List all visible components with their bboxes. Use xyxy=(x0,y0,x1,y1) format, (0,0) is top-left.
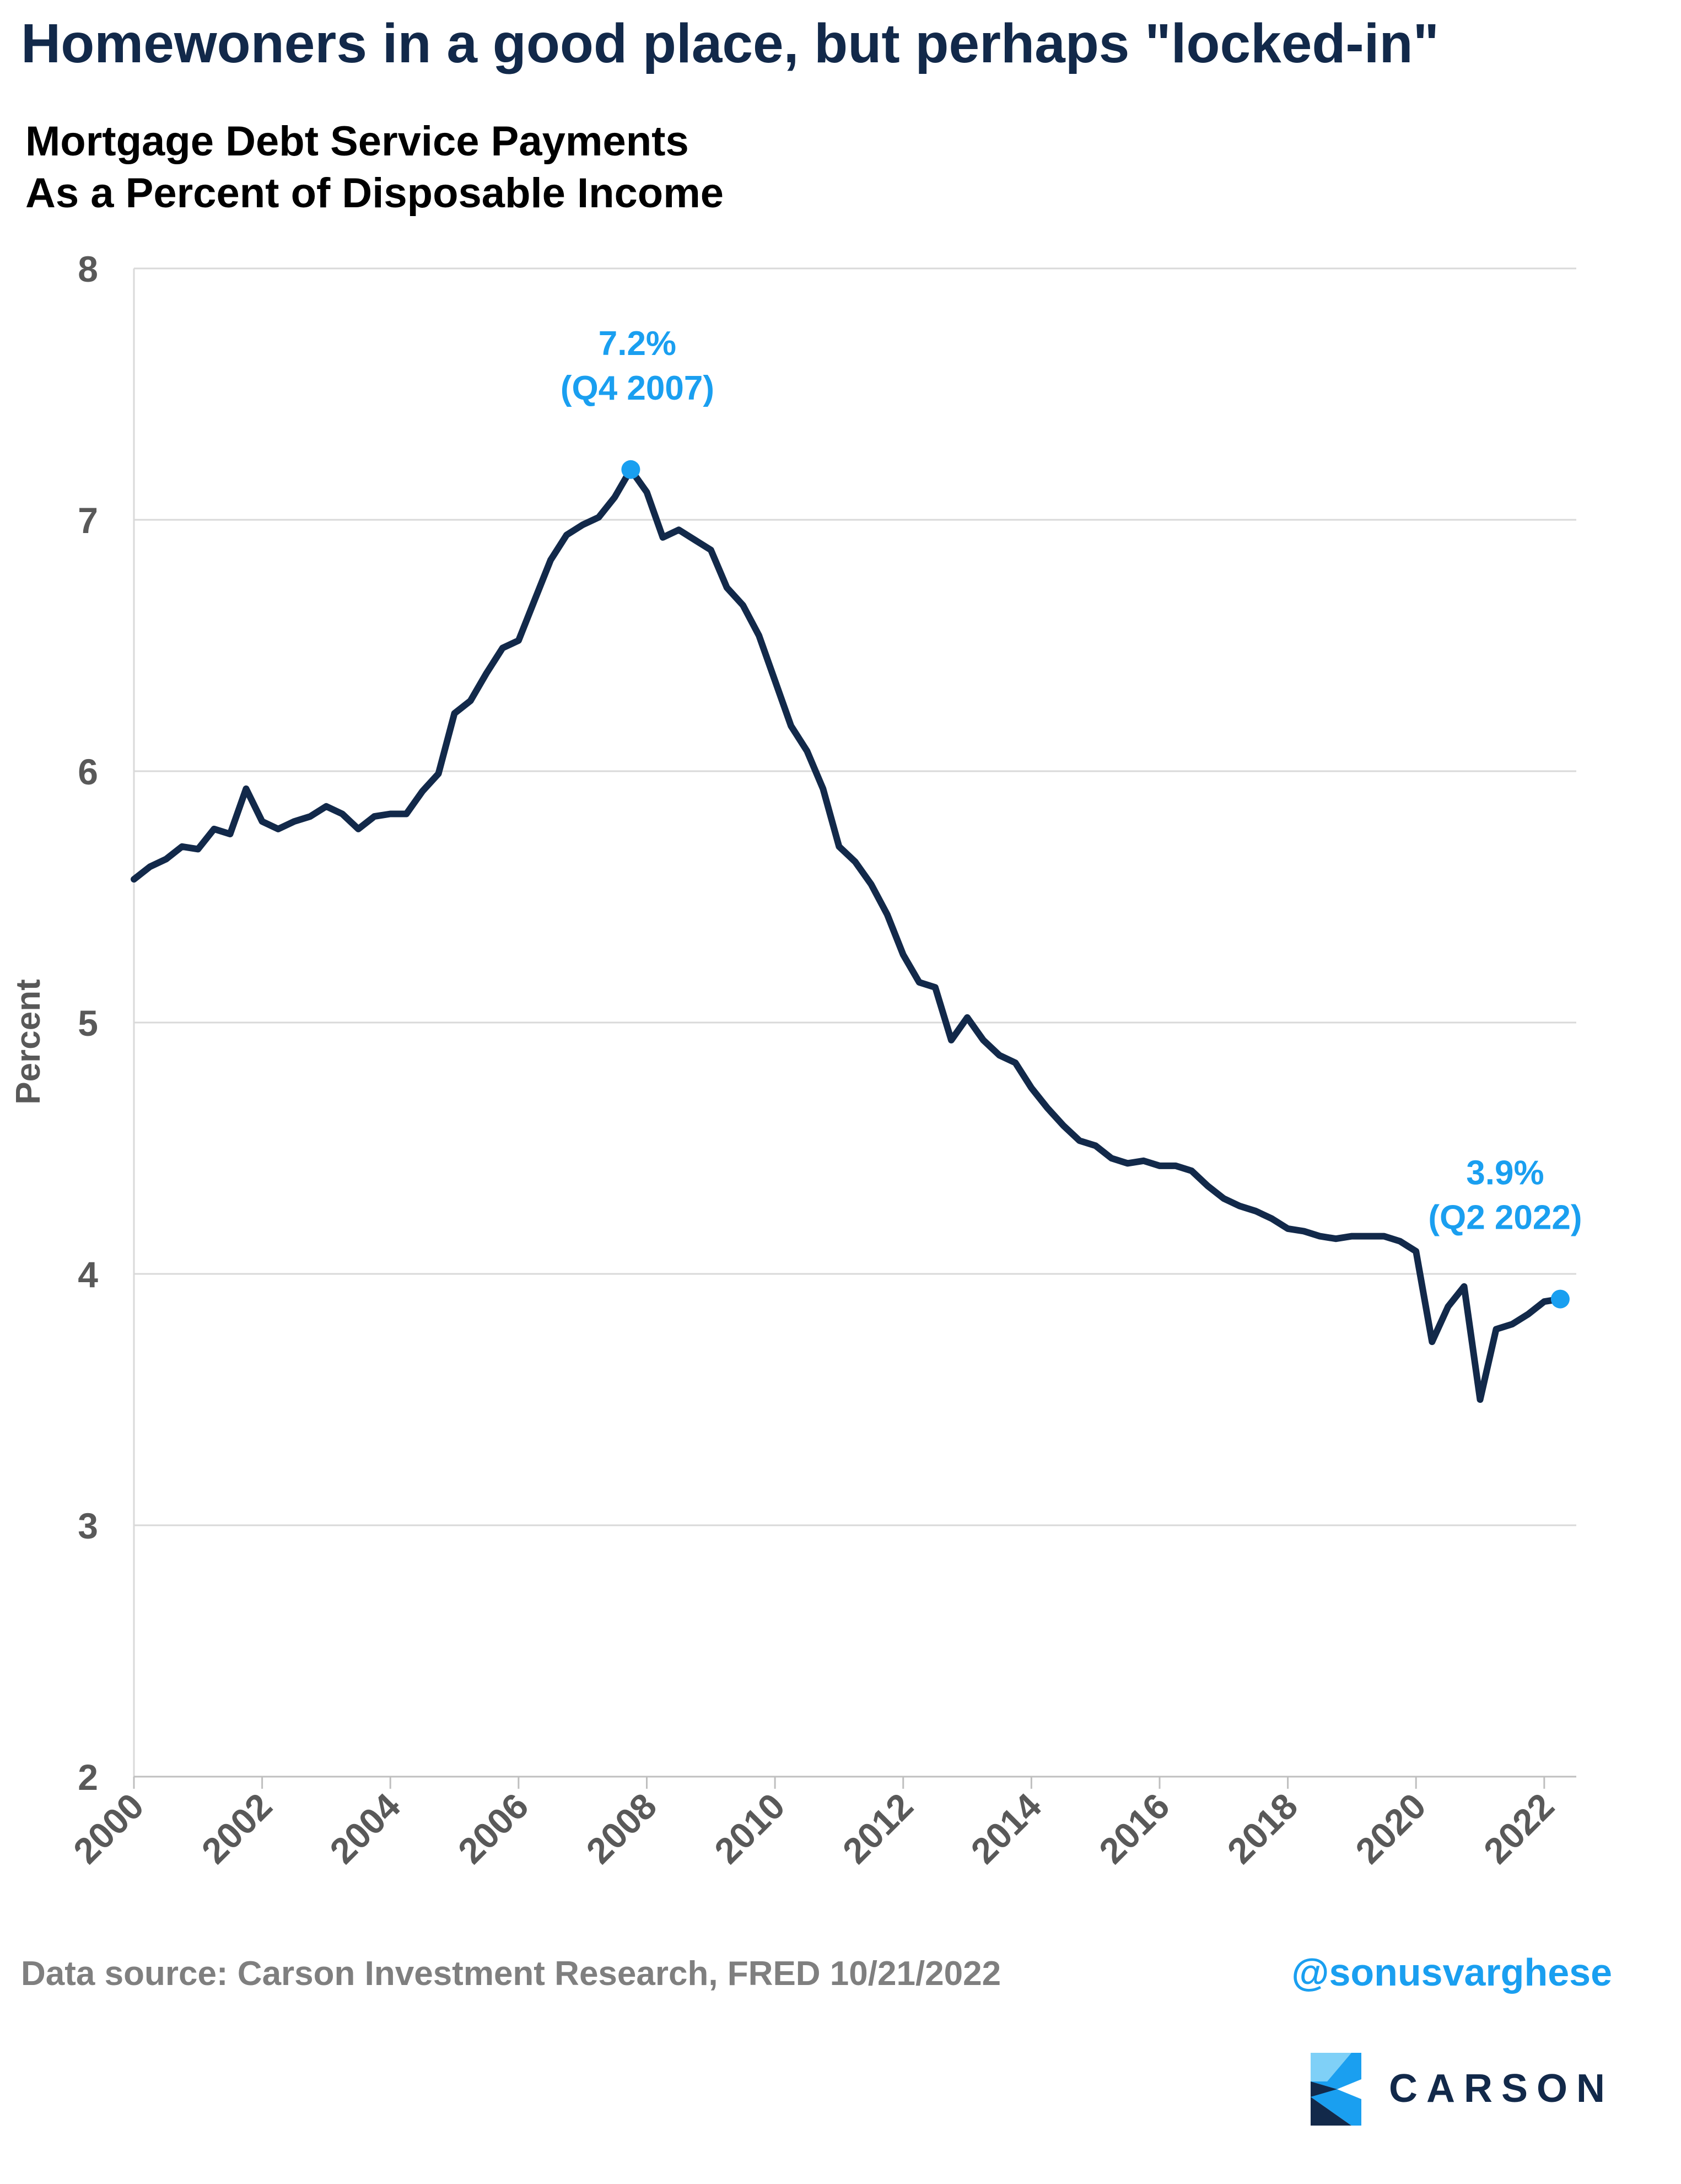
annotation-value: 3.9% xyxy=(1466,1154,1544,1192)
x-tick-label: 2016 xyxy=(1091,1785,1177,1871)
x-tick-label: 2004 xyxy=(322,1785,408,1871)
data-source-note: Data source: Carson Investment Research,… xyxy=(21,1955,1001,1993)
x-tick-label: 2012 xyxy=(834,1785,920,1871)
axes xyxy=(133,268,1576,1789)
brand-name: CARSON xyxy=(1389,2067,1614,2111)
y-tick-labels: 2 3 4 5 6 7 8 xyxy=(78,249,98,1798)
y-tick-label: 5 xyxy=(78,1003,98,1043)
carson-logo: CARSON xyxy=(1306,2051,1615,2128)
author-handle[interactable]: @sonusvarghese xyxy=(1291,1951,1612,1994)
series-lines xyxy=(131,466,1564,1403)
x-tick-label: 2002 xyxy=(193,1785,279,1871)
annotation-value: 7.2% xyxy=(599,325,676,363)
carson-logo-icon xyxy=(1311,2053,1361,2126)
x-tick-label: 2008 xyxy=(578,1785,664,1871)
x-tick-label: 2018 xyxy=(1219,1785,1305,1871)
y-tick-label: 6 xyxy=(78,751,98,792)
y-tick-label: 4 xyxy=(78,1254,98,1295)
annotation-period: (Q2 2022) xyxy=(1428,1199,1582,1237)
annotation-point xyxy=(621,460,640,479)
x-tick-label: 2022 xyxy=(1476,1785,1562,1871)
series-line xyxy=(131,466,1564,1403)
annotation-period: (Q4 2007) xyxy=(561,369,714,407)
y-tick-label: 8 xyxy=(78,249,98,289)
page-title: Homewoners in a good place, but perhaps … xyxy=(21,13,1439,74)
x-tick-label: 2020 xyxy=(1348,1785,1434,1871)
annotation-point xyxy=(1550,1289,1570,1309)
y-tick-label: 2 xyxy=(78,1757,98,1798)
chart-subtitle: As a Percent of Disposable Income xyxy=(25,170,724,217)
y-tick-label: 3 xyxy=(78,1505,98,1546)
x-tick-label: 2014 xyxy=(963,1785,1049,1871)
x-tick-label: 2000 xyxy=(66,1785,152,1871)
gridlines xyxy=(134,267,1576,1526)
x-tick-label: 2010 xyxy=(707,1785,793,1871)
y-tick-label: 7 xyxy=(78,500,98,541)
annotations: 7.2% (Q4 2007) 3.9% (Q2 2022) xyxy=(561,325,1582,1309)
y-axis-label: Percent xyxy=(9,979,47,1104)
chart-title-block: Mortgage Debt Service Payments As a Perc… xyxy=(25,116,724,219)
x-tick-label: 2006 xyxy=(450,1785,536,1871)
x-tick-labels: 2000 2002 2004 2006 2008 2010 2012 2014 2016 2018… xyxy=(66,1785,1562,1871)
chart-title: Mortgage Debt Service Payments xyxy=(25,118,689,165)
line-chart: 2 3 4 5 6 7 8 2000 2002 2004 2006 2008 2010 2012 2014… xyxy=(9,249,1582,1871)
